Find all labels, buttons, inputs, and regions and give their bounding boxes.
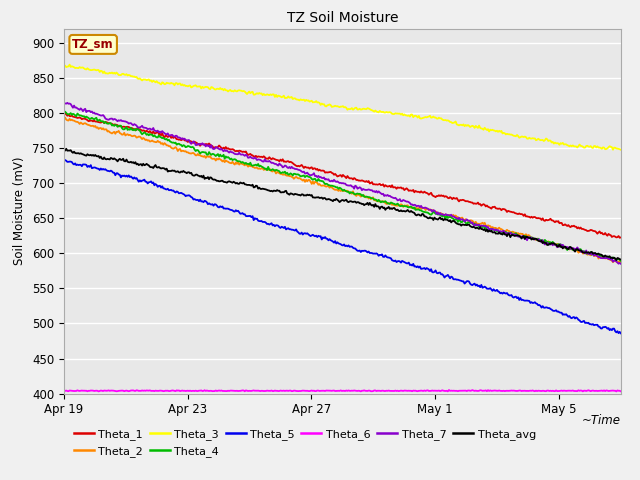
Theta_4 — [362, 194, 370, 200]
Theta_2 — [516, 231, 524, 237]
Theta_7 — [329, 179, 337, 184]
Theta_7 — [617, 261, 625, 267]
Theta_3 — [326, 102, 333, 108]
Theta_6 — [445, 387, 453, 393]
Theta_5 — [362, 248, 369, 253]
Theta_avg — [605, 254, 612, 260]
Theta_7 — [60, 100, 68, 106]
Theta_5 — [392, 258, 399, 264]
Theta_3 — [329, 104, 337, 109]
Theta_6 — [392, 388, 399, 394]
Line: Theta_6: Theta_6 — [64, 390, 621, 391]
Theta_7 — [326, 178, 333, 184]
Theta_avg — [518, 236, 525, 241]
Theta_1 — [362, 179, 369, 185]
Theta_avg — [362, 201, 370, 207]
Theta_4 — [605, 255, 612, 261]
Line: Theta_5: Theta_5 — [64, 160, 621, 333]
Theta_3 — [60, 63, 68, 69]
Theta_7 — [63, 100, 71, 106]
Legend: Theta_1, Theta_2, Theta_3, Theta_4, Theta_5, Theta_6, Theta_7, Theta_avg: Theta_1, Theta_2, Theta_3, Theta_4, Thet… — [70, 425, 540, 461]
Theta_2 — [604, 256, 611, 262]
Theta_4 — [617, 258, 625, 264]
Theta_4 — [60, 109, 68, 115]
Theta_5 — [617, 330, 625, 336]
Theta_6 — [612, 388, 620, 394]
Theta_6 — [605, 388, 612, 394]
Line: Theta_3: Theta_3 — [64, 65, 621, 150]
Theta_4 — [393, 202, 401, 207]
Theta_avg — [329, 198, 337, 204]
Line: Theta_7: Theta_7 — [64, 103, 621, 264]
Theta_3 — [66, 62, 74, 68]
Theta_1 — [617, 235, 625, 240]
Theta_5 — [60, 157, 68, 163]
Theta_6 — [60, 388, 68, 394]
Line: Theta_1: Theta_1 — [64, 113, 621, 238]
Theta_1 — [604, 233, 611, 239]
Theta_3 — [393, 111, 401, 117]
Theta_4 — [326, 182, 333, 188]
Theta_avg — [393, 207, 401, 213]
Theta_4 — [329, 183, 337, 189]
Theta_5 — [328, 238, 335, 244]
Text: TZ_sm: TZ_sm — [72, 38, 114, 51]
Theta_3 — [362, 106, 370, 112]
Theta_1 — [616, 235, 623, 240]
Theta_2 — [328, 185, 335, 191]
Theta_2 — [617, 259, 625, 265]
Theta_7 — [393, 196, 401, 202]
Theta_1 — [328, 170, 335, 176]
Theta_3 — [605, 144, 612, 150]
Theta_avg — [62, 146, 70, 152]
Theta_2 — [60, 114, 68, 120]
Line: Theta_avg: Theta_avg — [64, 149, 621, 260]
Theta_7 — [362, 187, 370, 193]
Theta_1 — [516, 211, 524, 217]
Theta_4 — [61, 109, 69, 115]
Theta_avg — [326, 196, 333, 202]
Theta_5 — [604, 326, 611, 332]
Theta_2 — [324, 183, 332, 189]
Theta_1 — [60, 110, 68, 116]
Line: Theta_2: Theta_2 — [64, 117, 621, 263]
Theta_6 — [362, 388, 369, 394]
Text: ~Time: ~Time — [582, 414, 621, 427]
Y-axis label: Soil Moisture (mV): Soil Moisture (mV) — [13, 157, 26, 265]
Theta_avg — [612, 257, 620, 263]
Theta_7 — [518, 234, 525, 240]
Theta_5 — [324, 238, 332, 243]
Theta_5 — [516, 295, 524, 301]
Theta_7 — [605, 256, 612, 262]
Line: Theta_4: Theta_4 — [64, 112, 621, 261]
Theta_6 — [324, 388, 332, 394]
Theta_4 — [518, 234, 525, 240]
Theta_2 — [392, 203, 399, 208]
Theta_3 — [518, 134, 525, 140]
Theta_6 — [617, 388, 625, 394]
Title: TZ Soil Moisture: TZ Soil Moisture — [287, 11, 398, 25]
Theta_6 — [328, 388, 335, 394]
Theta_3 — [617, 147, 625, 153]
Theta_1 — [324, 169, 332, 175]
Theta_avg — [617, 257, 625, 263]
Theta_6 — [518, 388, 525, 394]
Theta_2 — [614, 260, 621, 265]
Theta_2 — [362, 194, 369, 200]
Theta_1 — [392, 184, 399, 190]
Theta_avg — [60, 147, 68, 153]
